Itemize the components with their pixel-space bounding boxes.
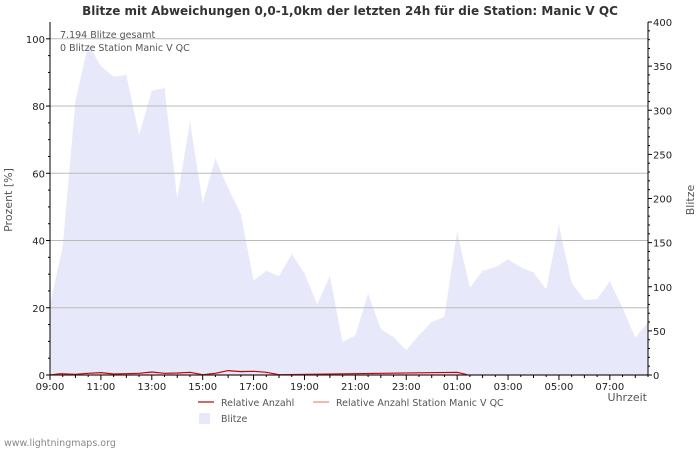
legend-label-0: Relative Anzahl: [221, 398, 294, 409]
blitze-point-39: [545, 288, 547, 290]
blitze-point-37: [520, 266, 522, 268]
blitze-point-23: [342, 341, 344, 343]
y-right-tick-label: 150: [653, 239, 672, 250]
blitze-point-30: [431, 321, 433, 323]
x-tick-label: 05:00: [545, 382, 574, 393]
blitze-point-21: [316, 303, 318, 305]
blitze-point-17: [265, 270, 267, 272]
blitze-point-46: [634, 337, 636, 339]
y-right-tick-label: 400: [653, 18, 672, 29]
blitze-point-3: [87, 43, 89, 45]
annotation-total: 7.194 Blitze gesamt: [60, 30, 155, 41]
y-left-tick-label: 100: [26, 35, 45, 46]
x-tick-label: 13:00: [137, 382, 166, 393]
y-axis-left-label: Prozent [%]: [2, 168, 15, 232]
blitze-point-14: [227, 187, 229, 189]
blitze-point-10: [176, 197, 178, 200]
y-right-tick-label: 350: [653, 62, 672, 73]
x-tick-label: 17:00: [239, 382, 268, 393]
y-right-tick-label: 0: [653, 371, 659, 382]
blitze-point-44: [609, 280, 611, 283]
legend-label-2: Blitze: [221, 414, 248, 425]
blitze-point-20: [303, 272, 306, 275]
blitze-point-41: [571, 282, 573, 284]
blitze-point-29: [418, 334, 420, 336]
blitze-point-33: [469, 287, 471, 289]
x-tick-label: 07:00: [595, 382, 624, 393]
blitze-point-34: [482, 270, 484, 272]
blitze-point-22: [329, 275, 331, 277]
y-left-tick-label: 0: [39, 371, 45, 382]
y-right-tick-label: 50: [653, 327, 666, 338]
y-left-tick-label: 60: [32, 169, 45, 180]
x-tick-label: 15:00: [188, 382, 217, 393]
annotation-station: 0 Blitze Station Manic V QC: [60, 43, 190, 54]
blitze-point-38: [532, 272, 535, 274]
blitze-point-16: [253, 280, 255, 282]
legend: Relative Anzahl Relative Anzahl Station M…: [198, 398, 504, 425]
blitze-point-8: [151, 90, 153, 92]
blitze-point-5: [113, 76, 115, 78]
footer-credit: www.lightningmaps.org: [4, 438, 116, 449]
blitze-point-26: [380, 328, 382, 330]
blitze-point-31: [443, 316, 445, 318]
axes: 0 20 40 60 80 100 0 50 100 150 200 250 300 350 400 09:0…: [26, 18, 672, 393]
x-tick-label: 23:00: [392, 382, 421, 393]
x-tick-label: 11:00: [86, 382, 115, 393]
blitze-point-2: [74, 100, 76, 102]
y-axis-right-label: Blitze: [684, 185, 697, 216]
blitze-point-4: [100, 65, 102, 67]
x-axis-label: Uhrzeit: [608, 391, 648, 404]
blitze-point-32: [456, 231, 458, 233]
x-tick-label: 03:00: [494, 382, 523, 393]
x-tick-label: 21:00: [341, 382, 370, 393]
y-left-tick-label: 40: [32, 237, 45, 248]
x-tick-label: 09:00: [36, 382, 65, 393]
blitze-point-35: [494, 266, 496, 268]
series-line-1: [49, 369, 468, 376]
x-tick-label: 19:00: [290, 382, 319, 393]
blitze-point-24: [354, 334, 356, 336]
gridlines: [50, 38, 648, 309]
series-blitze-area: [50, 44, 648, 375]
chart-title: Blitze mit Abweichungen 0,0-1,0km der le…: [82, 4, 618, 18]
y-right-tick-label: 200: [653, 195, 672, 206]
legend-swatch-2: [199, 413, 210, 424]
blitze-point-1: [62, 246, 64, 248]
blitze-point-36: [507, 258, 509, 260]
blitze-point-18: [278, 275, 280, 277]
y-left-tick-label: 20: [32, 304, 45, 315]
legend-label-1: Relative Anzahl Station Manic V QC: [336, 398, 504, 409]
blitze-point-9: [163, 87, 166, 89]
blitze-point-42: [583, 299, 586, 301]
blitze-point-25: [367, 293, 369, 295]
blitze-point-6: [125, 74, 127, 76]
blitze-area-layer: [49, 22, 649, 375]
blitze-point-43: [596, 298, 598, 300]
blitze-point-15: [240, 213, 242, 215]
x-tick-label: 01:00: [443, 382, 472, 393]
blitze-point-12: [202, 202, 204, 204]
y-left-tick-label: 80: [32, 102, 45, 113]
blitze-point-40: [558, 224, 560, 226]
blitze-point-13: [214, 158, 216, 160]
y-right-tick-label: 250: [653, 150, 672, 161]
blitze-point-27: [392, 336, 395, 338]
blitze-point-11: [189, 121, 191, 123]
y-right-tick-label: 300: [653, 106, 672, 117]
y-right-tick-label: 100: [653, 283, 672, 294]
blitze-point-19: [291, 253, 293, 255]
blitze-point-7: [138, 134, 140, 136]
blitze-point-28: [405, 349, 407, 351]
